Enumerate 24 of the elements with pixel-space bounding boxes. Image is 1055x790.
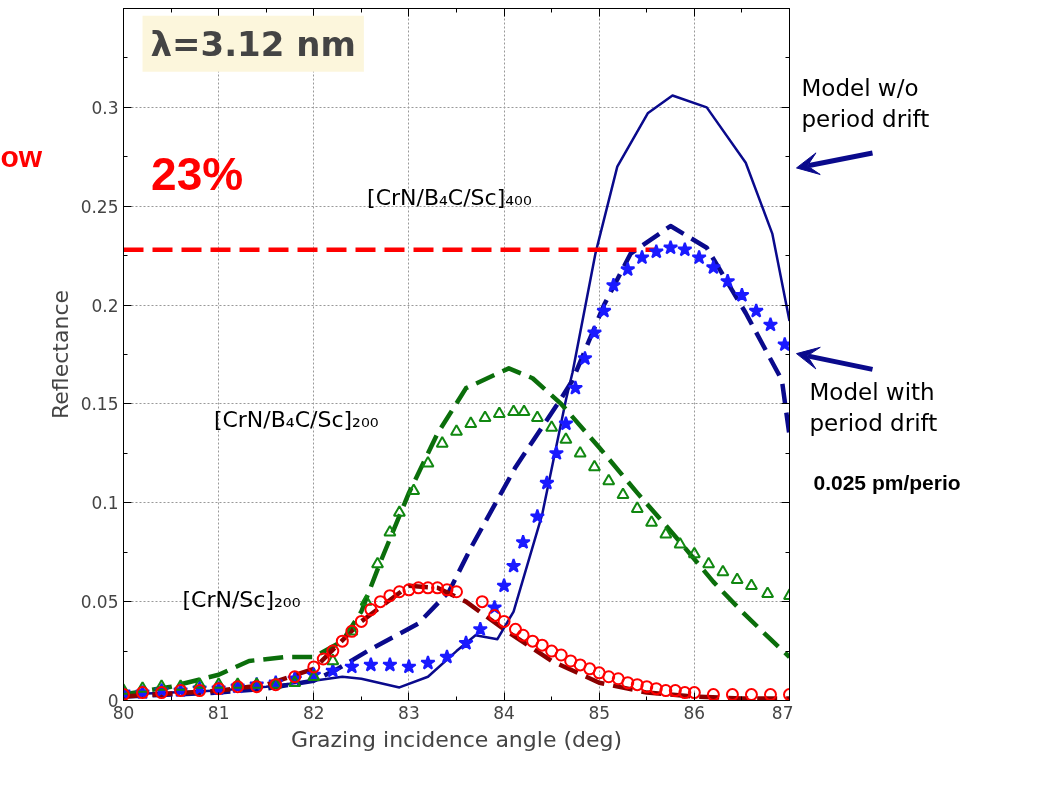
x-tick-label: 85 <box>588 702 611 723</box>
y-tick-label: 0.2 <box>91 295 119 316</box>
y-tick-label: 0.1 <box>91 493 119 514</box>
x-tick-label: 83 <box>398 702 420 723</box>
annotation: [CrN/B₄C/Sc]₂₀₀ <box>213 406 379 432</box>
annotation: 23% <box>151 148 244 201</box>
text: Model w/o period drift <box>801 75 930 132</box>
text: ow <box>0 139 43 173</box>
x-tick-label: 86 <box>683 702 706 723</box>
y-tick-label: 0.15 <box>80 394 119 415</box>
y-axis-title: Reflectance <box>47 289 73 419</box>
text: Model with period drift <box>809 379 938 436</box>
x-tick-label: 81 <box>207 702 230 723</box>
y-tick-label: 0.25 <box>80 196 119 217</box>
text: λ=3.12 nm <box>150 23 356 64</box>
annotation: [CrN/B₄C/Sc]₄₀₀ <box>367 185 532 211</box>
y-tick-label: 0.05 <box>80 592 119 613</box>
text: 0.025 pm/perio <box>813 471 961 494</box>
x-axis-title: Grazing incidence angle (deg) <box>290 726 623 752</box>
y-tick-label: 0.3 <box>91 97 119 118</box>
x-tick-label: 84 <box>493 702 515 723</box>
x-tick-label: 82 <box>302 702 325 723</box>
x-tick-label: 87 <box>771 702 794 723</box>
annotation: [CrN/Sc]₂₀₀ <box>182 586 301 612</box>
